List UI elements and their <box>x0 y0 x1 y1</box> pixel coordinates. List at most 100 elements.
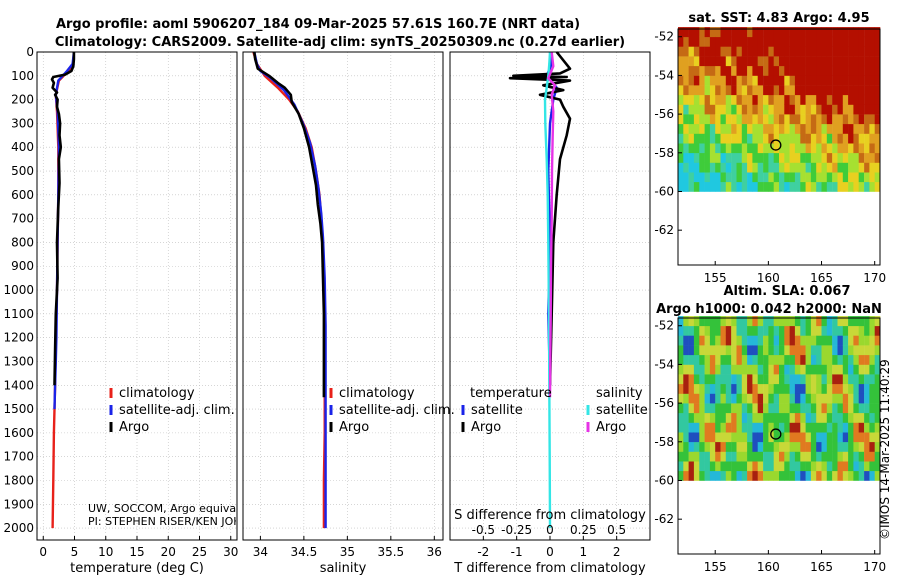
heatmap-cell <box>842 383 849 394</box>
heatmap-cell <box>768 85 774 96</box>
heatmap-cell <box>794 412 801 423</box>
heatmap-cell <box>789 412 796 423</box>
heatmap-cell <box>688 172 695 183</box>
legend-argo-label: Argo <box>119 420 149 435</box>
heatmap-cell <box>768 412 774 423</box>
heatmap-cell <box>678 441 684 452</box>
heatmap-cell <box>842 27 849 38</box>
heatmap-cell <box>731 470 737 481</box>
heatmap-cell <box>794 354 801 365</box>
heatmap-cell <box>683 316 689 327</box>
heatmap-cell <box>725 94 732 105</box>
heatmap-cell <box>874 123 881 134</box>
heatmap-cell <box>704 441 711 452</box>
heatmap-cell <box>736 451 743 462</box>
heatmap-cell <box>773 383 780 394</box>
heatmap-cell <box>794 451 801 462</box>
heatmap-cell <box>763 143 769 154</box>
heatmap-cell <box>874 422 881 433</box>
heatmap-cell <box>826 27 833 38</box>
heatmap-cell <box>725 316 732 327</box>
heatmap-cell <box>842 451 849 462</box>
heatmap-cell <box>821 422 828 433</box>
heatmap-cell <box>763 46 769 57</box>
map-sla_map: Altim. SLA: 0.067 Argo h1000: 0.042 h2000… <box>654 284 886 574</box>
heatmap-cell <box>821 123 828 134</box>
heatmap-cell <box>683 374 689 385</box>
heatmap-cell <box>773 36 780 47</box>
heatmap-cell <box>768 181 774 192</box>
heatmap-cell <box>832 172 838 183</box>
heatmap-cell <box>816 27 822 38</box>
heatmap-cell <box>789 75 796 86</box>
heatmap-cell <box>720 27 727 38</box>
heatmap-cell <box>752 325 758 336</box>
heatmap-cell <box>858 143 865 154</box>
heatmap-cell <box>715 152 721 163</box>
heatmap-cell <box>821 383 828 394</box>
heatmap-cell <box>853 75 859 86</box>
heatmap-cell <box>837 316 844 327</box>
heatmap-cell <box>699 451 705 462</box>
heatmap-cell <box>683 152 689 163</box>
heatmap-cell <box>678 412 684 423</box>
heatmap-cell <box>869 27 875 38</box>
heatmap-cell <box>757 461 764 472</box>
heatmap-cell <box>864 85 870 96</box>
heatmap-cell <box>794 441 801 452</box>
heatmap-cell <box>784 162 790 173</box>
heatmap-cell <box>794 114 801 125</box>
heatmap-cell <box>725 104 732 115</box>
heatmap-cell <box>837 65 844 76</box>
y-tick-label: 1400 <box>3 378 34 392</box>
heatmap-cell <box>752 162 758 173</box>
heatmap-cell <box>837 422 844 433</box>
heatmap-cell <box>864 75 870 86</box>
heatmap-cell <box>725 432 732 443</box>
heatmap-cell <box>837 354 844 365</box>
heatmap-cell <box>826 374 833 385</box>
heatmap-cell <box>757 104 764 115</box>
heatmap-cell <box>720 422 727 433</box>
heatmap-cell <box>784 85 790 96</box>
map-x-tick-label: 155 <box>704 560 727 574</box>
heatmap-cell <box>747 181 753 192</box>
heatmap-cell <box>864 461 870 472</box>
heatmap-cell <box>805 470 812 481</box>
heatmap-cell <box>747 432 753 443</box>
heatmap-cell <box>837 374 844 385</box>
heatmap-cell <box>789 114 796 125</box>
heatmap-cell <box>693 393 700 404</box>
heatmap-cell <box>704 364 711 375</box>
map-y-tick-label: -52 <box>654 319 674 333</box>
heatmap-cell <box>715 422 721 433</box>
map-x-tick-label: 155 <box>704 271 727 285</box>
heatmap-cell <box>794 133 801 144</box>
heatmap-cell <box>688 143 695 154</box>
heatmap-cell <box>779 432 785 443</box>
heatmap-cell <box>832 75 838 86</box>
heatmap-cell <box>805 461 812 472</box>
heatmap-cell <box>869 393 875 404</box>
heatmap-cell <box>757 374 764 385</box>
heatmap-cell <box>768 325 774 336</box>
heatmap-cell <box>683 383 689 394</box>
heatmap-cell <box>725 335 732 346</box>
heatmap-cell <box>800 432 806 443</box>
heatmap-cell <box>688 345 695 356</box>
heatmap-cell <box>725 152 732 163</box>
heatmap-cell <box>848 461 854 472</box>
heatmap-cell <box>709 335 716 346</box>
heatmap-cell <box>715 162 721 173</box>
heatmap-cell <box>725 75 732 86</box>
heatmap-cell <box>810 422 817 433</box>
heatmap-cell <box>688 133 695 144</box>
heatmap-cell <box>757 172 764 183</box>
heatmap-cell <box>858 316 865 327</box>
heatmap-cell <box>837 36 844 47</box>
heatmap-cell <box>805 94 812 105</box>
heatmap-cell <box>699 470 705 481</box>
heatmap-cell <box>779 461 785 472</box>
heatmap-cell <box>773 172 780 183</box>
heatmap-cell <box>725 461 732 472</box>
